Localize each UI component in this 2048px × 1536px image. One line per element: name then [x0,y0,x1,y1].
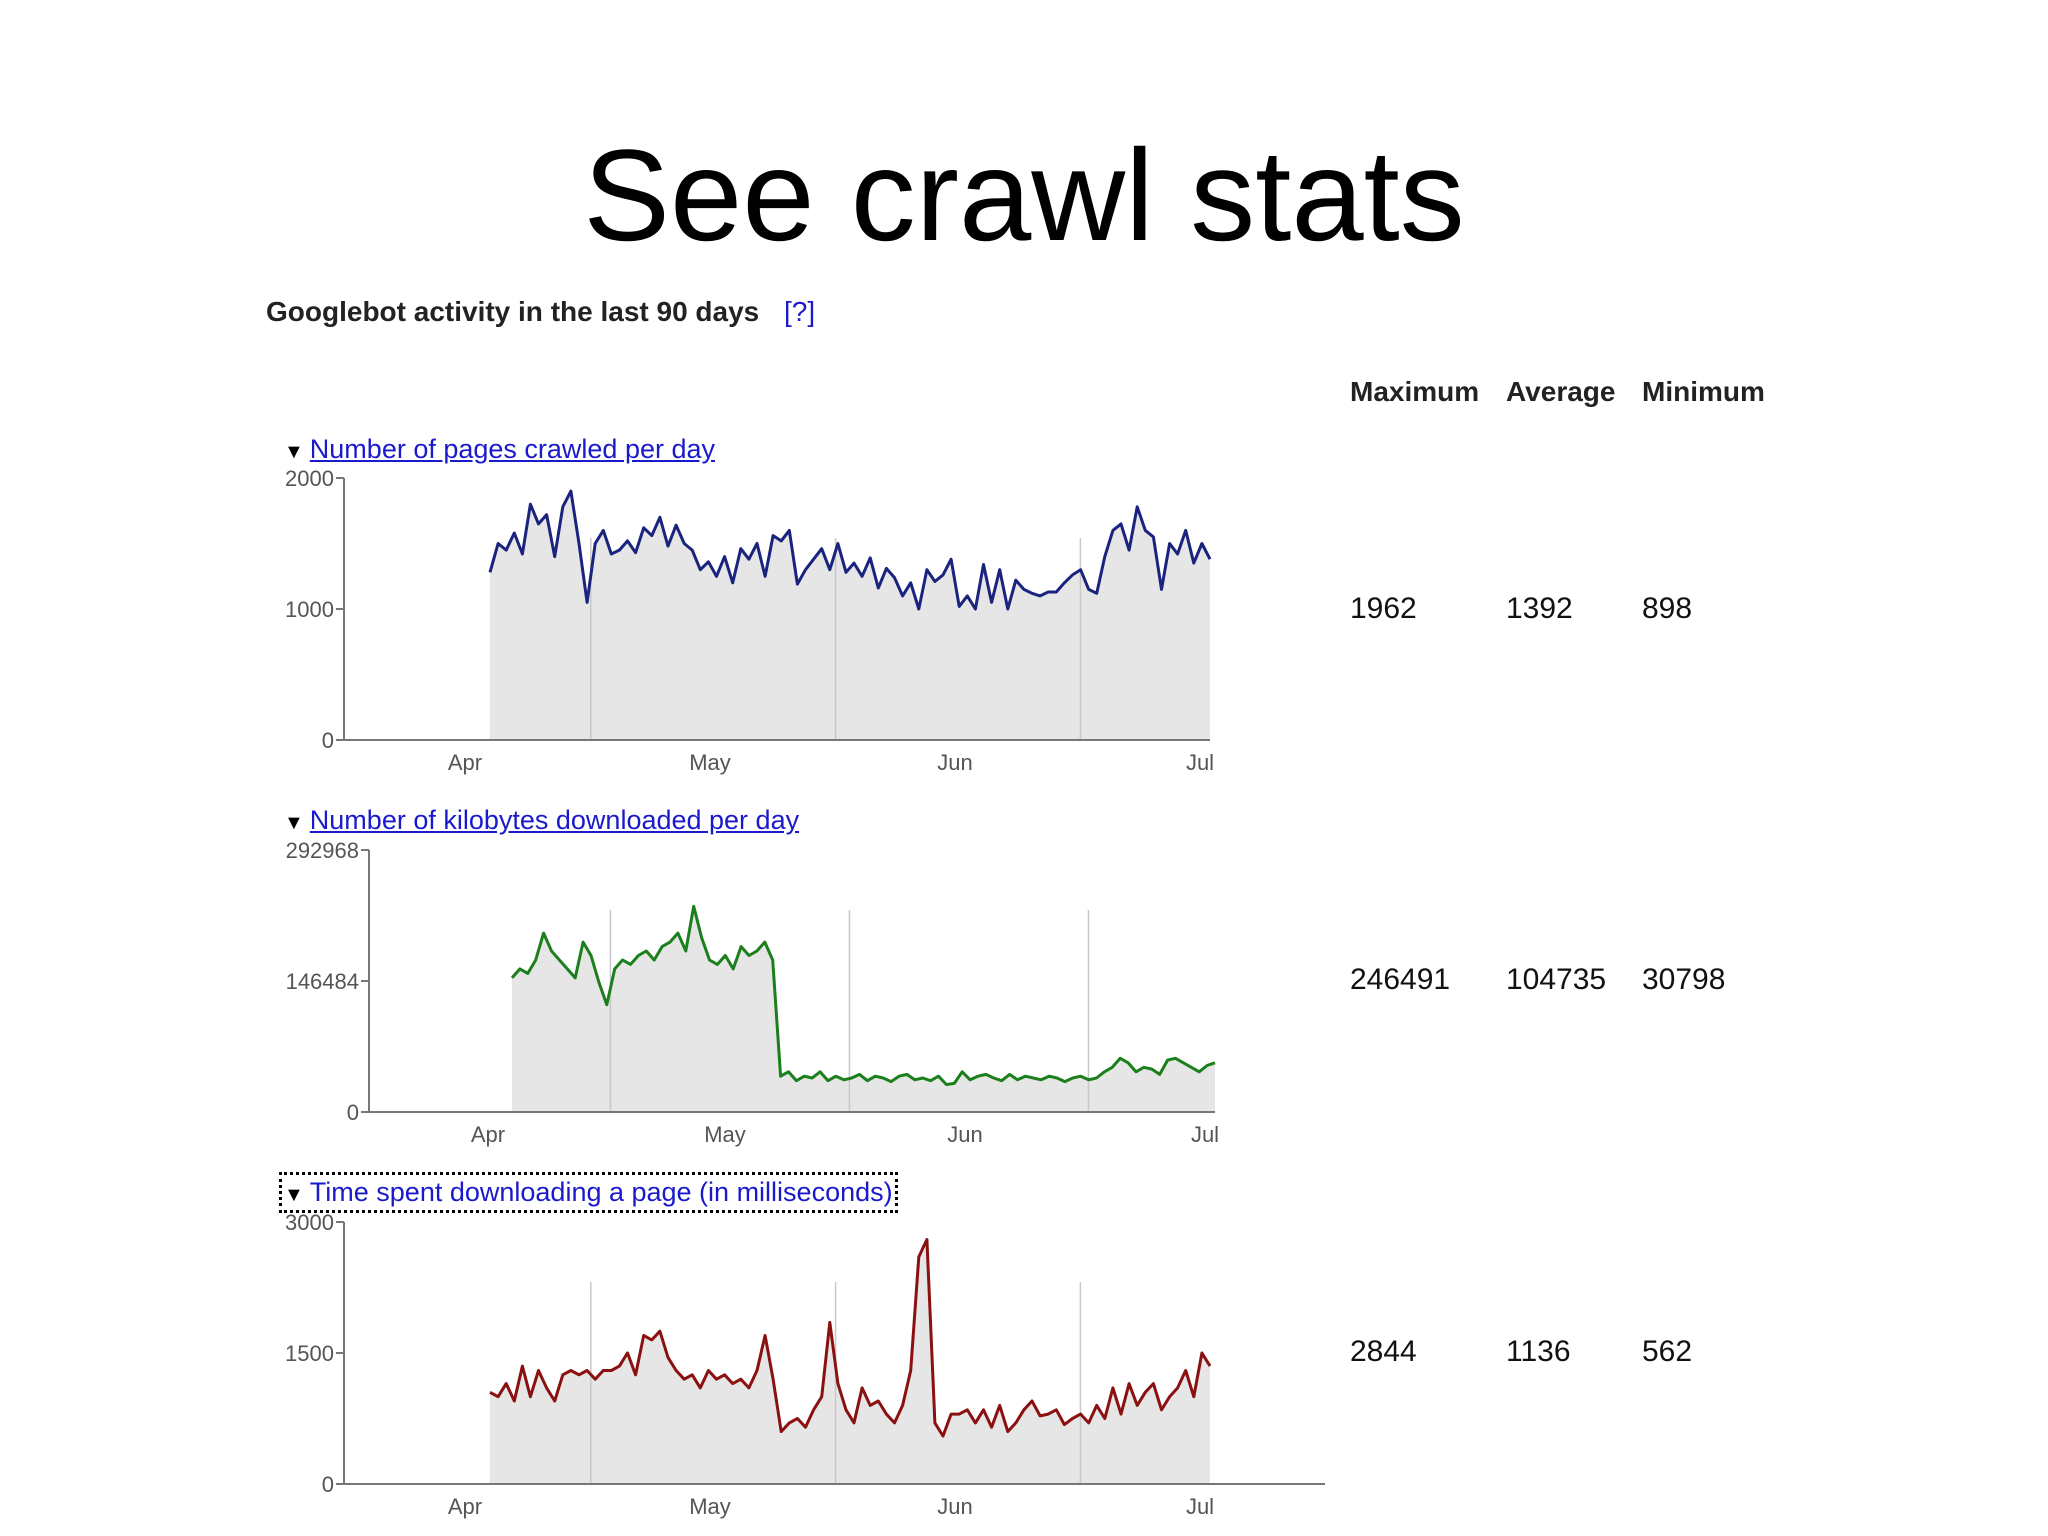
x-tick-label: Apr [448,1494,482,1519]
x-tick-label: Jun [937,750,972,775]
x-tick-label: Jul [1186,1494,1214,1519]
chart-time-spent: 3000 1500 0 Apr May Jun Jul [285,1210,1325,1519]
y-tick-label: 146484 [286,969,359,994]
x-tick-label: May [689,750,731,775]
stat-time-minimum: 562 [1642,1335,1693,1368]
toggle-time-spent[interactable]: ▼ Time spent downloading a page (in milli… [279,1172,898,1213]
activity-heading: Googlebot activity in the last 90 days [266,296,760,327]
column-header-minimum: Minimum [1642,376,1765,407]
slide-title: See crawl stats [583,122,1465,268]
area-fill [490,1239,1210,1484]
chart-kilobytes-downloaded: 292968 146484 0 Apr May Jun Jul [286,838,1219,1147]
x-tick-label: Apr [448,750,482,775]
stat-pages-average: 1392 [1506,592,1573,625]
chart-title-link[interactable]: Number of pages crawled per day [309,434,716,464]
y-tick-label: 2000 [285,466,334,491]
area-fill [490,491,1210,740]
stat-time-average: 1136 [1506,1335,1571,1368]
triangle-down-icon: ▼ [284,1184,304,1206]
chart-pages-crawled: 2000 1000 0 Apr May Jun Jul [285,466,1214,775]
stat-kilobytes-maximum: 246491 [1350,963,1451,996]
toggle-pages-crawled[interactable]: ▼ Number of pages crawled per day [284,434,715,465]
x-tick-label: May [689,1494,731,1519]
triangle-down-icon: ▼ [284,812,304,834]
stat-pages-maximum: 1962 [1350,592,1417,625]
chart-title-link[interactable]: Time spent downloading a page (in millis… [309,1177,893,1207]
x-tick-label: Jul [1186,750,1214,775]
toggle-kilobytes-downloaded[interactable]: ▼ Number of kilobytes downloaded per day [284,805,799,836]
series-line [488,489,1212,611]
y-tick-label: 0 [347,1100,359,1125]
series-line [510,904,1216,1086]
y-tick-label: 292968 [286,838,359,863]
column-header-average: Average [1506,376,1616,407]
column-header-maximum: Maximum [1350,376,1480,407]
x-tick-label: May [704,1122,746,1147]
stat-time-maximum: 2844 [1350,1335,1417,1368]
y-tick-label: 0 [322,1472,334,1497]
help-link[interactable]: [?] [784,296,816,327]
y-tick-label: 1500 [285,1341,334,1366]
y-tick-label: 1000 [285,597,334,622]
stat-kilobytes-minimum: 30798 [1642,963,1726,996]
chart-title-link[interactable]: Number of kilobytes downloaded per day [309,805,800,835]
x-tick-label: Apr [471,1122,505,1147]
series-line [489,1238,1212,1438]
x-tick-label: Jun [937,1494,972,1519]
stat-pages-minimum: 898 [1642,592,1693,625]
x-tick-label: Jun [947,1122,982,1147]
y-tick-label: 0 [322,728,334,753]
area-fill [512,906,1215,1112]
y-tick-label: 3000 [285,1210,334,1235]
stat-kilobytes-average: 104735 [1506,963,1607,996]
triangle-down-icon: ▼ [284,441,304,463]
x-tick-label: Jul [1191,1122,1219,1147]
